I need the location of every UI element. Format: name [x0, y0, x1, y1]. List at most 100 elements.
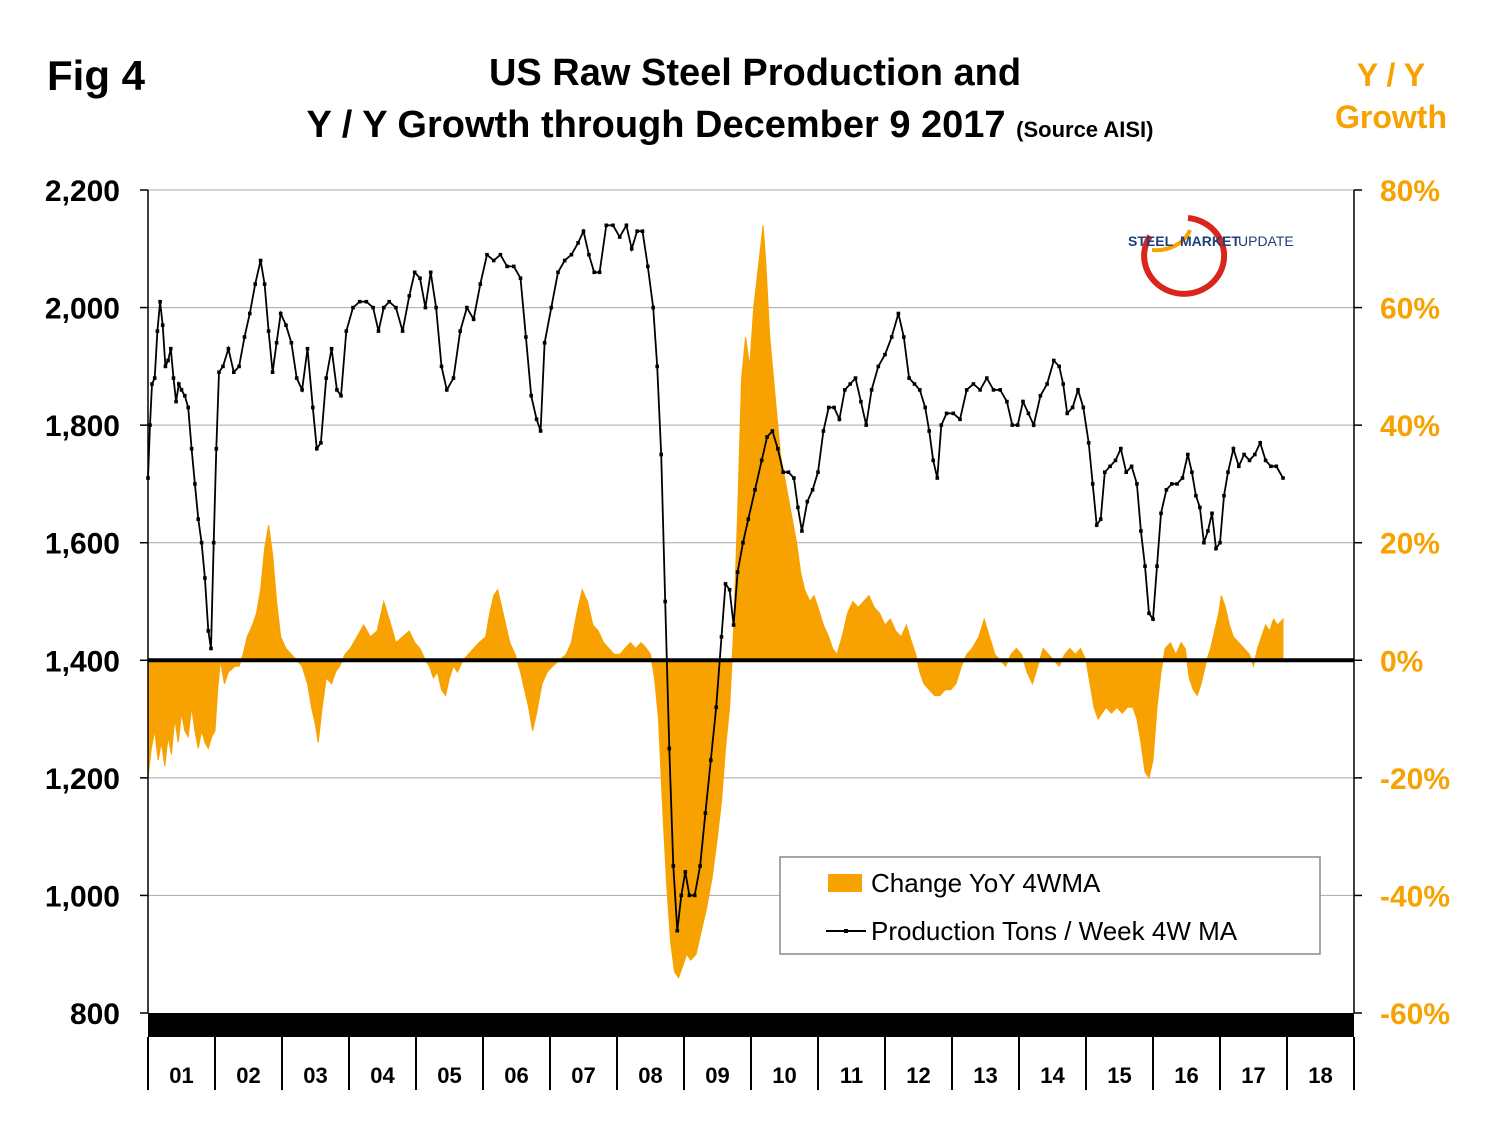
production-marker — [1010, 423, 1015, 427]
production-marker — [753, 488, 757, 492]
right-axis-tick-label: 80% — [1380, 175, 1440, 208]
production-marker — [529, 393, 533, 398]
x-axis-tick-label: 12 — [906, 1063, 930, 1088]
production-marker — [635, 229, 639, 233]
production-marker — [569, 252, 574, 257]
right-axis-tick-label: 20% — [1380, 528, 1440, 561]
production-marker — [746, 517, 751, 521]
production-marker — [646, 264, 650, 269]
production-line — [147, 222, 1284, 931]
production-marker — [169, 346, 173, 351]
production-marker — [376, 329, 381, 333]
production-marker — [985, 376, 989, 380]
production-marker — [944, 411, 949, 416]
production-marker — [1151, 617, 1155, 621]
x-axis-tick-label: 17 — [1241, 1063, 1265, 1088]
production-marker — [451, 376, 456, 380]
production-marker — [848, 382, 852, 386]
production-marker — [284, 323, 288, 327]
right-axis-title-line1: Y / Y — [1356, 57, 1426, 93]
production-marker — [1258, 441, 1262, 445]
x-axis-band — [148, 1013, 1354, 1037]
production-marker — [237, 364, 241, 369]
production-marker — [329, 346, 334, 351]
production-marker — [781, 470, 785, 474]
production-marker — [810, 488, 815, 492]
production-marker — [853, 376, 858, 380]
production-marker — [1119, 446, 1123, 451]
production-marker — [209, 646, 213, 651]
production-marker — [311, 405, 315, 410]
production-marker — [505, 264, 509, 269]
production-marker — [1081, 405, 1086, 410]
production-marker — [576, 241, 580, 245]
production-marker — [727, 587, 732, 592]
production-marker — [186, 405, 190, 410]
production-marker — [703, 811, 708, 815]
legend-entry-production: Production Tons / Week 4W MA — [871, 916, 1238, 946]
production-marker — [971, 382, 976, 386]
production-marker — [617, 235, 622, 239]
production-marker — [816, 470, 820, 474]
x-axis-tick-label: 08 — [638, 1063, 662, 1088]
production-marker — [1103, 470, 1107, 474]
production-marker — [1198, 505, 1202, 510]
left-axis-tick-label: 800 — [70, 998, 120, 1031]
production-marker — [1214, 546, 1218, 551]
production-marker — [991, 388, 996, 392]
x-axis-tick-label: 09 — [705, 1063, 729, 1088]
production-marker — [1098, 517, 1103, 521]
production-marker — [305, 346, 310, 351]
production-marker — [206, 629, 211, 633]
production-marker — [177, 382, 181, 386]
production-marker — [1237, 464, 1241, 469]
production-marker — [687, 893, 692, 898]
production-marker — [478, 282, 483, 286]
x-axis-tick-label: 16 — [1174, 1063, 1198, 1088]
production-marker — [931, 458, 935, 463]
production-marker — [719, 635, 724, 639]
production-marker — [498, 252, 503, 257]
x-axis-tick-label: 13 — [973, 1063, 997, 1088]
production-marker — [759, 458, 764, 463]
logo-word-steel: STEEL — [1128, 233, 1174, 249]
chart-title-line1: US Raw Steel Production and — [488, 52, 1022, 94]
production-marker — [211, 540, 216, 545]
production-marker — [1052, 358, 1056, 363]
production-marker — [400, 329, 405, 333]
production-marker — [1274, 464, 1279, 469]
production-marker — [407, 294, 412, 298]
production-marker — [683, 870, 688, 874]
production-marker — [837, 417, 842, 422]
production-marker — [183, 393, 187, 398]
production-marker — [221, 364, 225, 369]
production-marker — [597, 270, 602, 275]
production-marker — [357, 299, 362, 304]
production-marker — [562, 258, 567, 263]
production-marker — [958, 417, 962, 422]
chart-title-line2: Y / Y Growth through December 9 2017 (So… — [230, 104, 1230, 147]
production-marker — [935, 476, 940, 480]
right-axis-tick-label: -20% — [1380, 763, 1450, 796]
production-marker — [611, 223, 615, 228]
production-marker — [896, 311, 901, 316]
production-marker — [1206, 529, 1210, 533]
production-marker — [266, 329, 271, 333]
production-marker — [1061, 382, 1065, 386]
production-marker — [735, 570, 740, 574]
production-marker — [1226, 470, 1230, 474]
production-marker — [445, 388, 449, 392]
production-marker — [155, 329, 160, 333]
chart-title-main: Y / Y Growth through December 9 2017 — [306, 104, 1006, 146]
production-marker — [262, 282, 267, 286]
production-marker — [698, 864, 702, 868]
legend-swatch-production-marker — [844, 929, 848, 933]
production-marker — [214, 446, 219, 451]
production-marker — [160, 323, 165, 327]
x-axis-tick-label: 05 — [437, 1063, 461, 1088]
legend-box — [779, 856, 1321, 955]
right-axis-tick-label: -60% — [1380, 998, 1450, 1031]
production-marker — [1065, 411, 1069, 416]
legend-entry-yoy: Change YoY 4WMA — [871, 868, 1101, 898]
